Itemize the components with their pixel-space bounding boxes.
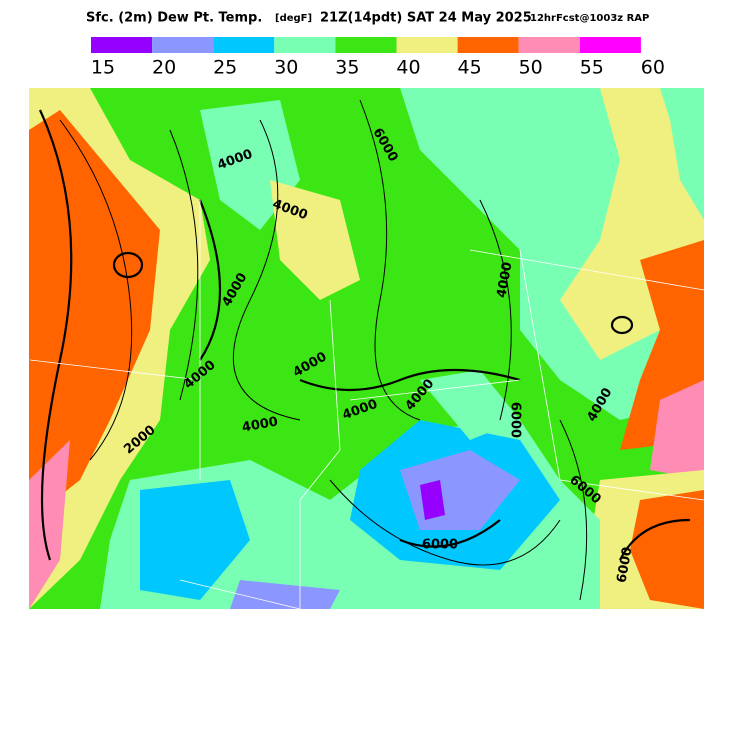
contour-label: 6000 — [614, 546, 635, 584]
legend-label: 35 — [335, 57, 359, 79]
legend-swatch — [152, 37, 214, 53]
legend-label: 40 — [396, 57, 420, 79]
contour — [610, 315, 634, 335]
legend-swatch — [213, 37, 275, 53]
field-region — [29, 440, 70, 609]
legend-label: 30 — [274, 57, 298, 79]
legend-label: 15 — [91, 57, 115, 79]
legend-label: 60 — [641, 57, 665, 79]
contour-label: 6000 — [422, 538, 458, 553]
legend-swatch — [274, 37, 336, 53]
units: [degF] — [275, 13, 312, 24]
field-region — [420, 480, 445, 520]
legend-swatch — [518, 37, 580, 53]
field-region — [660, 88, 704, 220]
field-region — [270, 180, 360, 300]
state-border — [29, 200, 704, 609]
legend-label: 55 — [580, 57, 604, 79]
legend-label: 50 — [519, 57, 543, 79]
contour-label: 4000 — [241, 414, 279, 435]
legend-label: 45 — [458, 57, 482, 79]
field-region — [420, 370, 520, 440]
legend-swatch — [579, 37, 641, 53]
legend: 15 20 25 30 35 40 45 50 55 60 — [91, 37, 665, 79]
field-region — [140, 480, 250, 600]
field-region — [480, 88, 704, 360]
legend-label: 25 — [213, 57, 237, 79]
contour — [112, 251, 144, 279]
contour-label: 4000 — [494, 261, 515, 299]
field-region — [650, 380, 704, 480]
legend-swatch — [335, 37, 397, 53]
title: Sfc. (2m) Dew Pt. Temp. — [86, 11, 262, 26]
legend-label: 20 — [152, 57, 176, 79]
legend-swatch — [457, 37, 519, 53]
field-region — [29, 110, 160, 520]
contour — [38, 109, 691, 561]
run-info: 12hrFcst@1003z RAP — [530, 13, 649, 24]
field-region — [230, 580, 340, 609]
legend-swatch — [396, 37, 458, 53]
legend-swatch — [91, 37, 153, 53]
contour — [59, 99, 588, 601]
contour-label: 6000 — [508, 402, 523, 438]
valid-time: 21Z(14pdt) SAT 24 May 2025 — [320, 11, 532, 26]
